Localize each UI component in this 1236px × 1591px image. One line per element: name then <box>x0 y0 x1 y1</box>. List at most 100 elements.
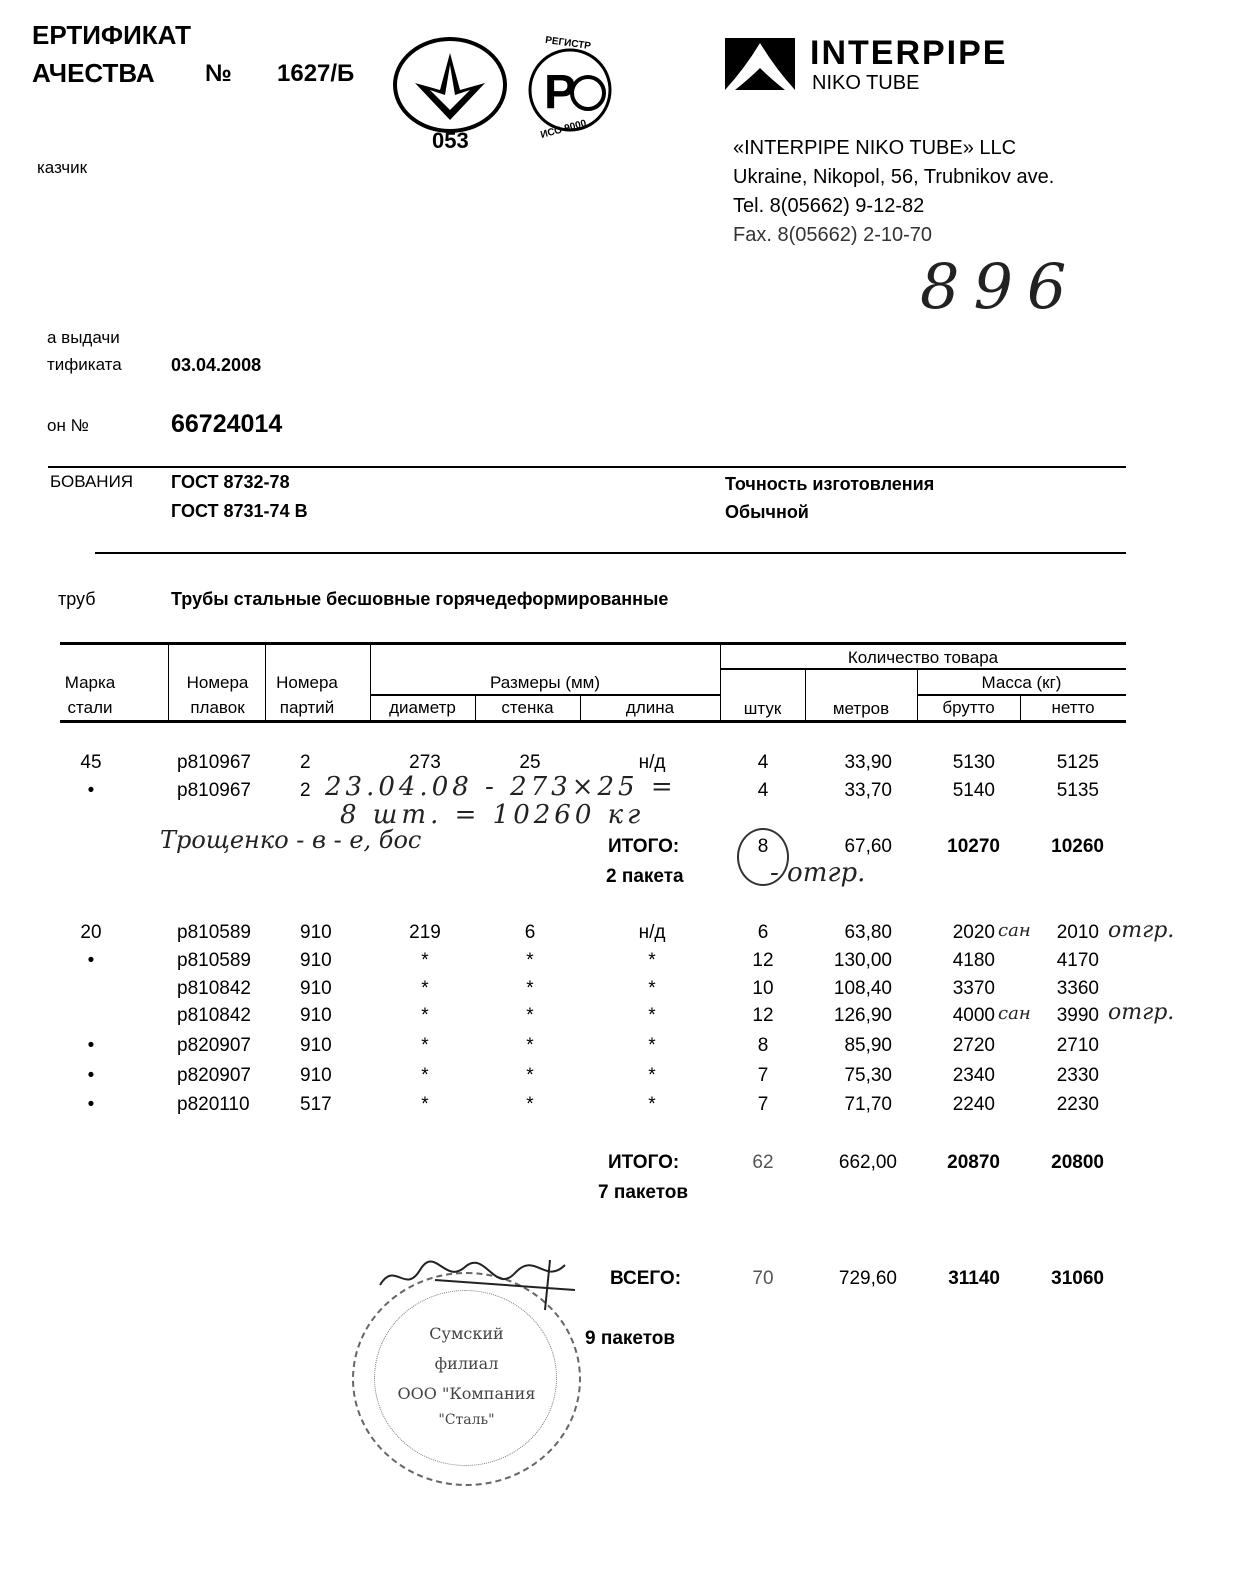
handwritten-san-2: сан <box>998 1003 1031 1024</box>
total-pieces: 70 <box>752 1268 774 1289</box>
handwritten-otgr-1: отгр. <box>1108 918 1175 943</box>
cell-net: 3360 <box>1056 978 1099 999</box>
cell-net: 5125 <box>1056 752 1099 773</box>
cell-heat-number: p820907 <box>177 1065 251 1086</box>
requirement-1: ГОСТ 8732-78 <box>171 472 290 492</box>
cell-diameter: * <box>421 1035 429 1056</box>
title-line2: АЧЕСТВА <box>32 58 155 88</box>
cell-meters: 75,30 <box>844 1065 892 1086</box>
cell-heat-number: p810967 <box>177 780 251 801</box>
cell-lot-number: 910 <box>300 950 332 971</box>
stamp-line-3: ООО "Компания <box>397 1384 536 1403</box>
cell-grade: 20 <box>80 922 102 943</box>
cell-meters: 130,00 <box>833 950 892 971</box>
interpipe-logo-icon <box>725 38 795 90</box>
pipe-label: труб <box>58 589 96 609</box>
cell-length: * <box>648 950 656 971</box>
cell-heat-number: p810967 <box>177 752 251 773</box>
cell-diameter: * <box>421 950 429 971</box>
cell-grade: • <box>87 950 95 971</box>
cell-lot-number: 2 <box>300 752 311 773</box>
cell-pieces: 12 <box>752 1005 774 1026</box>
cell-lot-number: 910 <box>300 1035 332 1056</box>
cell-gross: 5130 <box>952 752 995 773</box>
number-sign: № <box>205 60 232 87</box>
header-lot-2: партий <box>279 698 335 717</box>
cell-wall: 25 <box>519 752 541 773</box>
handwritten-note-3: Трощенко - в - е, бос <box>160 826 422 854</box>
header-gross: брутто <box>942 698 995 717</box>
issue-label-1: а выдачи <box>47 328 120 347</box>
mark-code: 053 <box>432 128 469 153</box>
wagon-number: 66724014 <box>171 410 283 438</box>
cell-meters: 108,40 <box>833 978 892 999</box>
cell-pieces: 4 <box>757 780 769 801</box>
cell-pieces: 7 <box>757 1065 769 1086</box>
cell-grade: • <box>87 1065 95 1086</box>
header-sizes: Размеры (мм) <box>489 673 601 692</box>
cell-length: * <box>648 1005 656 1026</box>
header-diameter: диаметр <box>389 698 456 717</box>
cell-pieces: 7 <box>757 1094 769 1115</box>
header-meters: метров <box>832 699 890 718</box>
requirements-label: БОВАНИЯ <box>50 472 134 491</box>
logo-name: INTERPIPE <box>810 34 1008 72</box>
cell-lot-number: 910 <box>300 1005 332 1026</box>
cell-grade: • <box>87 780 95 801</box>
cell-grade: • <box>87 1094 95 1115</box>
cell-net: 2330 <box>1056 1065 1099 1086</box>
subtotal-label: ИТОГО: <box>608 1152 680 1173</box>
cell-heat-number: p820110 <box>177 1094 250 1115</box>
stamp-line-4: "Сталь" <box>438 1412 495 1428</box>
subtotal-meters: 67,60 <box>844 836 892 857</box>
header-mass: Масса (кг) <box>981 673 1062 692</box>
cell-wall: * <box>526 1005 534 1026</box>
cell-diameter: * <box>421 1005 429 1026</box>
header-length: длина <box>625 698 675 717</box>
total-gross: 31140 <box>948 1268 1000 1289</box>
divider <box>48 466 1126 468</box>
cell-grade: 45 <box>80 752 102 773</box>
cell-length: н/д <box>638 922 666 943</box>
cell-diameter: * <box>421 978 429 999</box>
cell-meters: 85,90 <box>844 1035 892 1056</box>
cell-pieces: 12 <box>752 950 774 971</box>
cell-diameter: 273 <box>409 752 441 773</box>
cell-gross: 2340 <box>952 1065 995 1086</box>
signature <box>379 1259 576 1311</box>
wagon-label: он № <box>47 416 89 435</box>
cell-heat-number: p810589 <box>177 950 251 971</box>
handwritten-number: 896 <box>920 250 1081 323</box>
cell-lot-number: 910 <box>300 922 332 943</box>
cell-heat-number: p810589 <box>177 922 251 943</box>
cell-length: * <box>648 978 656 999</box>
cell-net: 5135 <box>1056 780 1099 801</box>
header-pieces: штук <box>743 699 782 718</box>
cell-meters: 33,70 <box>844 780 892 801</box>
handwritten-otgr-2: отгр. <box>1108 1000 1175 1025</box>
cell-net: 2710 <box>1056 1035 1099 1056</box>
stamp-line-1: Сумский <box>429 1324 504 1343</box>
accuracy-value: Обычной <box>725 502 809 522</box>
total-meters: 729,60 <box>838 1268 897 1289</box>
subtotal-gross: 10270 <box>947 836 1000 857</box>
cell-gross: 2240 <box>952 1094 995 1115</box>
cell-net: 2010 <box>1056 922 1099 943</box>
cell-lot-number: 517 <box>300 1094 332 1115</box>
cell-length: * <box>648 1035 656 1056</box>
cell-diameter: 219 <box>409 922 441 943</box>
company-address: Ukraine, Nikopol, 56, Trubnikov ave. <box>733 166 1055 188</box>
customer-label: казчик <box>37 158 88 177</box>
cell-gross: 4180 <box>952 950 995 971</box>
cell-diameter: * <box>421 1065 429 1086</box>
cell-net: 3990 <box>1056 1005 1099 1026</box>
total-label: ВСЕГО: <box>610 1268 682 1289</box>
cell-length: * <box>648 1065 656 1086</box>
cell-wall: * <box>526 950 534 971</box>
cell-meters: 126,90 <box>833 1005 892 1026</box>
cell-gross: 4000 <box>952 1005 995 1026</box>
cell-grade: • <box>87 1035 95 1056</box>
company-name: «INTERPIPE NIKO TUBE» LLC <box>733 137 1017 159</box>
handwritten-san-1: сан <box>998 920 1031 941</box>
